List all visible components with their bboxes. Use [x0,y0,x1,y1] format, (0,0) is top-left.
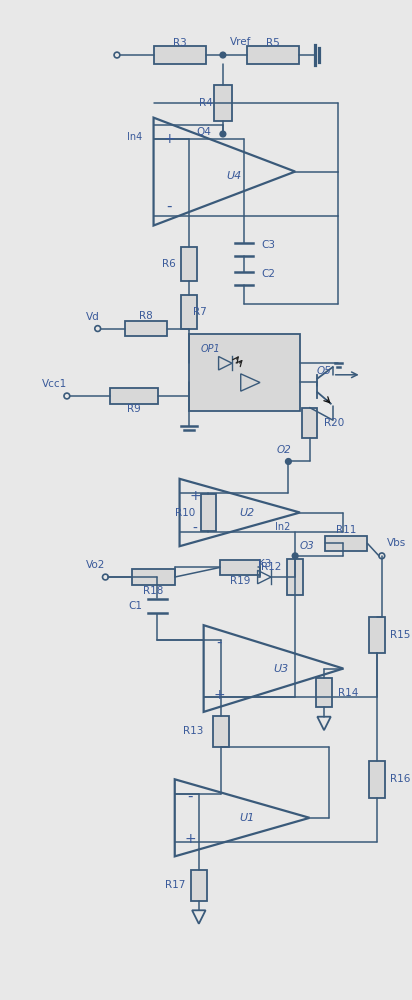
Bar [132,569,175,585]
Circle shape [220,131,226,137]
Text: R10: R10 [175,508,195,518]
Text: +: + [163,132,175,146]
Text: O3: O3 [300,541,315,551]
Text: Q4: Q4 [197,127,211,137]
Text: -: - [192,522,197,536]
Text: +: + [213,688,225,702]
Text: R13: R13 [183,726,204,736]
Circle shape [292,553,298,559]
Text: R9: R9 [127,404,141,414]
Text: -: - [187,789,193,804]
Text: R16: R16 [389,774,410,784]
Text: R4: R4 [199,98,213,108]
Bar [247,46,299,64]
Text: O5: O5 [317,366,331,376]
Bar [182,247,197,281]
Bar [220,560,260,575]
Text: O2: O2 [276,445,291,455]
Text: R20: R20 [324,418,344,428]
Bar [110,388,158,404]
Text: R3: R3 [173,38,187,48]
Bar [369,761,385,798]
Text: +: + [189,489,201,503]
Text: -: - [166,199,172,214]
Bar [213,716,229,747]
Bar [316,678,332,707]
Text: OP1: OP1 [201,344,220,354]
Text: R17: R17 [165,880,185,890]
Text: C3: C3 [262,240,276,250]
Bar [201,494,216,531]
Text: C1: C1 [128,601,142,611]
Text: R6: R6 [162,259,176,269]
Text: U2: U2 [240,508,255,518]
Text: R19: R19 [230,576,250,586]
Bar [288,559,303,595]
Text: In4: In4 [127,132,142,142]
Bar [182,295,197,329]
Text: Vd: Vd [86,312,100,322]
Bar [302,408,317,438]
Text: R8: R8 [139,311,153,321]
Bar [325,536,368,551]
Bar [369,617,385,653]
Text: R12: R12 [261,562,282,572]
Text: Vref: Vref [229,37,251,47]
Text: R5: R5 [266,38,280,48]
Bar [154,46,206,64]
Text: In2: In2 [275,522,290,532]
Text: U3: U3 [274,664,289,674]
Text: Vo2: Vo2 [86,560,105,570]
Text: R7: R7 [193,307,207,317]
Text: U4: U4 [226,171,241,181]
Text: C2: C2 [262,269,276,279]
Bar [214,85,232,121]
Text: R18: R18 [143,586,164,596]
Text: -: - [216,635,222,650]
Text: U1: U1 [239,813,255,823]
Bar [125,321,167,336]
Text: Vcc1: Vcc1 [42,379,67,389]
Circle shape [286,459,291,464]
Circle shape [220,52,226,58]
Text: +: + [184,832,196,846]
Bar [191,870,206,901]
Text: R15: R15 [389,630,410,640]
Text: K3: K3 [258,559,271,569]
Bar [189,334,300,411]
Text: R14: R14 [337,688,358,698]
Text: R11: R11 [336,525,356,535]
Text: Vbs: Vbs [386,538,406,548]
